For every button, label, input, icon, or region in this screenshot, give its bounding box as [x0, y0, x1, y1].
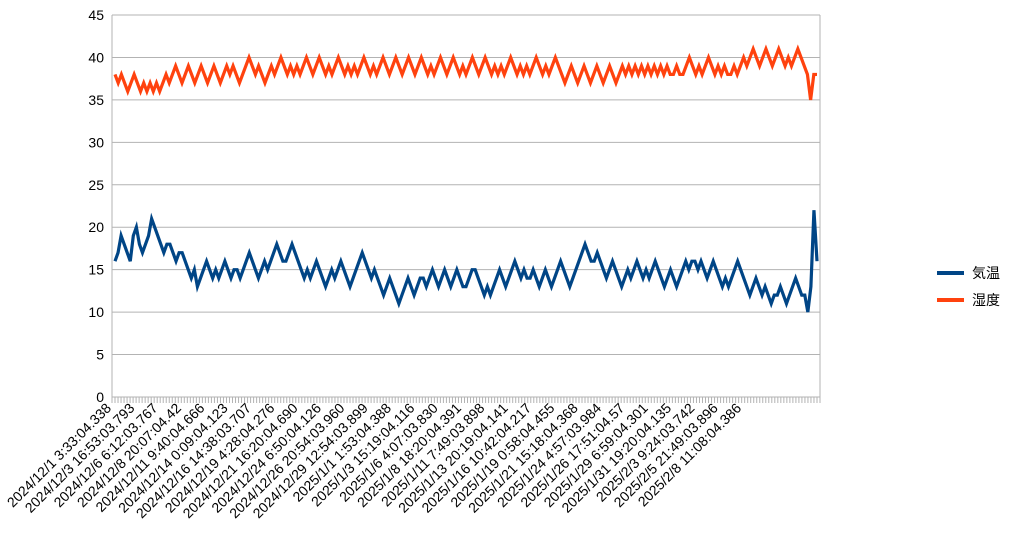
y-tick-label: 30	[88, 134, 104, 150]
series-line-0	[113, 210, 819, 313]
y-tick-label: 35	[88, 92, 104, 108]
gridlines	[112, 14, 820, 398]
y-axis-tick-labels: 0 5 10 15 20 25 30 35 40 45	[88, 7, 104, 405]
y-tick-label: 10	[88, 304, 104, 320]
legend-label-1: 湿度	[972, 293, 1000, 309]
y-tick-label: 20	[88, 219, 104, 235]
y-tick-label: 40	[88, 49, 104, 65]
axes	[111, 15, 821, 403]
y-tick-label: 25	[88, 177, 104, 193]
y-tick-label: 5	[96, 347, 104, 363]
y-tick-label: 0	[96, 389, 104, 405]
series-line-1	[113, 44, 817, 101]
legend-label-0: 気温	[972, 266, 1000, 282]
series-lines	[113, 44, 819, 313]
y-tick-label: 45	[88, 7, 104, 23]
y-tick-label: 15	[88, 262, 104, 278]
